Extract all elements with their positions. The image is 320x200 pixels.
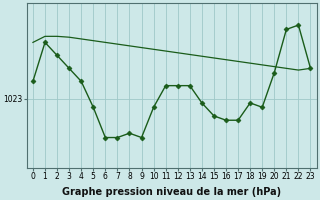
X-axis label: Graphe pression niveau de la mer (hPa): Graphe pression niveau de la mer (hPa) xyxy=(62,187,281,197)
